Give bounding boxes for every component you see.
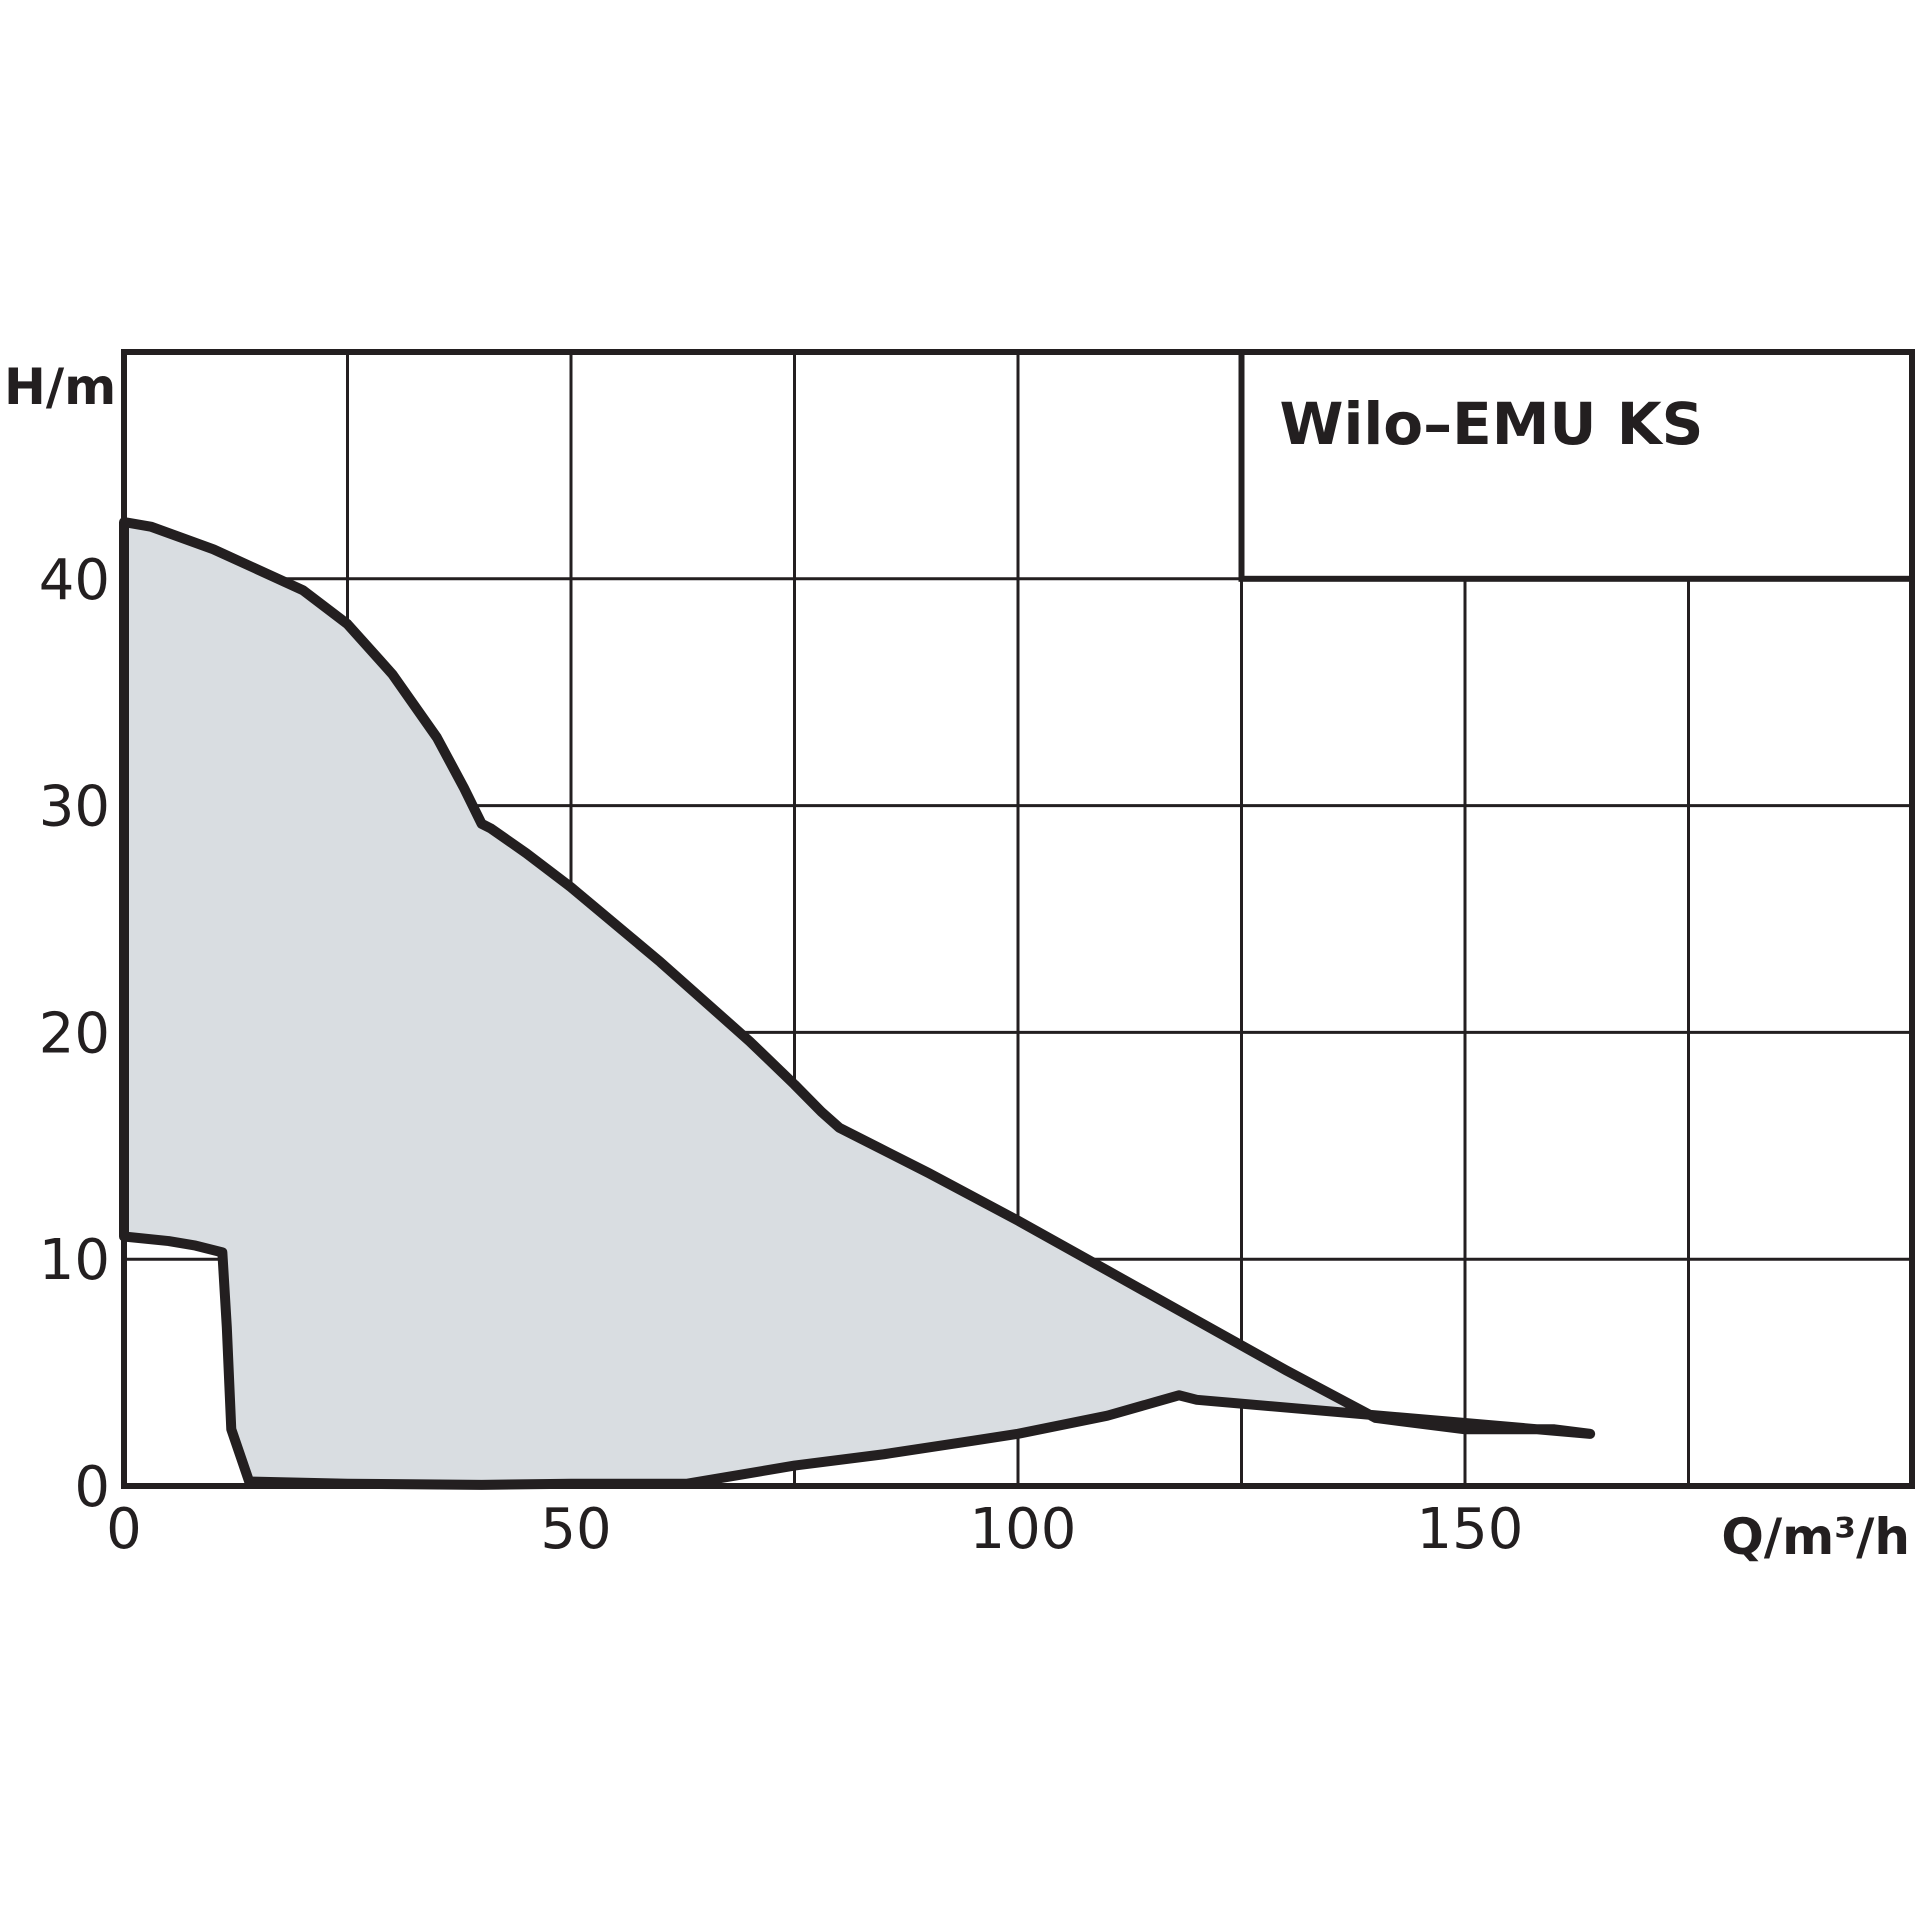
y-tick-label: 40	[39, 548, 110, 613]
chart-title: Wilo–EMU KS	[1280, 390, 1704, 458]
operating-range-area	[119, 517, 1596, 1490]
x-tick-label: 50	[540, 1497, 611, 1562]
x-tick-label: 100	[970, 1497, 1077, 1562]
title-box-frame	[1238, 349, 1915, 582]
x-tick-label: 0	[106, 1497, 142, 1562]
y-tick-label: 20	[39, 1001, 110, 1066]
x-axis-ticks: 0 50 100 150	[106, 1497, 1523, 1562]
plot-border	[121, 349, 1915, 1489]
x-axis-title: Q/m³/h	[1721, 1508, 1910, 1566]
x-tick-label: 150	[1417, 1497, 1524, 1562]
title-box: Wilo–EMU KS	[1238, 349, 1915, 582]
y-tick-label: 0	[74, 1455, 110, 1520]
plot-frame	[121, 349, 1915, 1489]
y-tick-label: 30	[39, 775, 110, 840]
y-axis-title: H/m	[4, 358, 116, 416]
y-axis-ticks: 0 10 20 30 40	[39, 548, 110, 1520]
y-tick-label: 10	[39, 1228, 110, 1293]
